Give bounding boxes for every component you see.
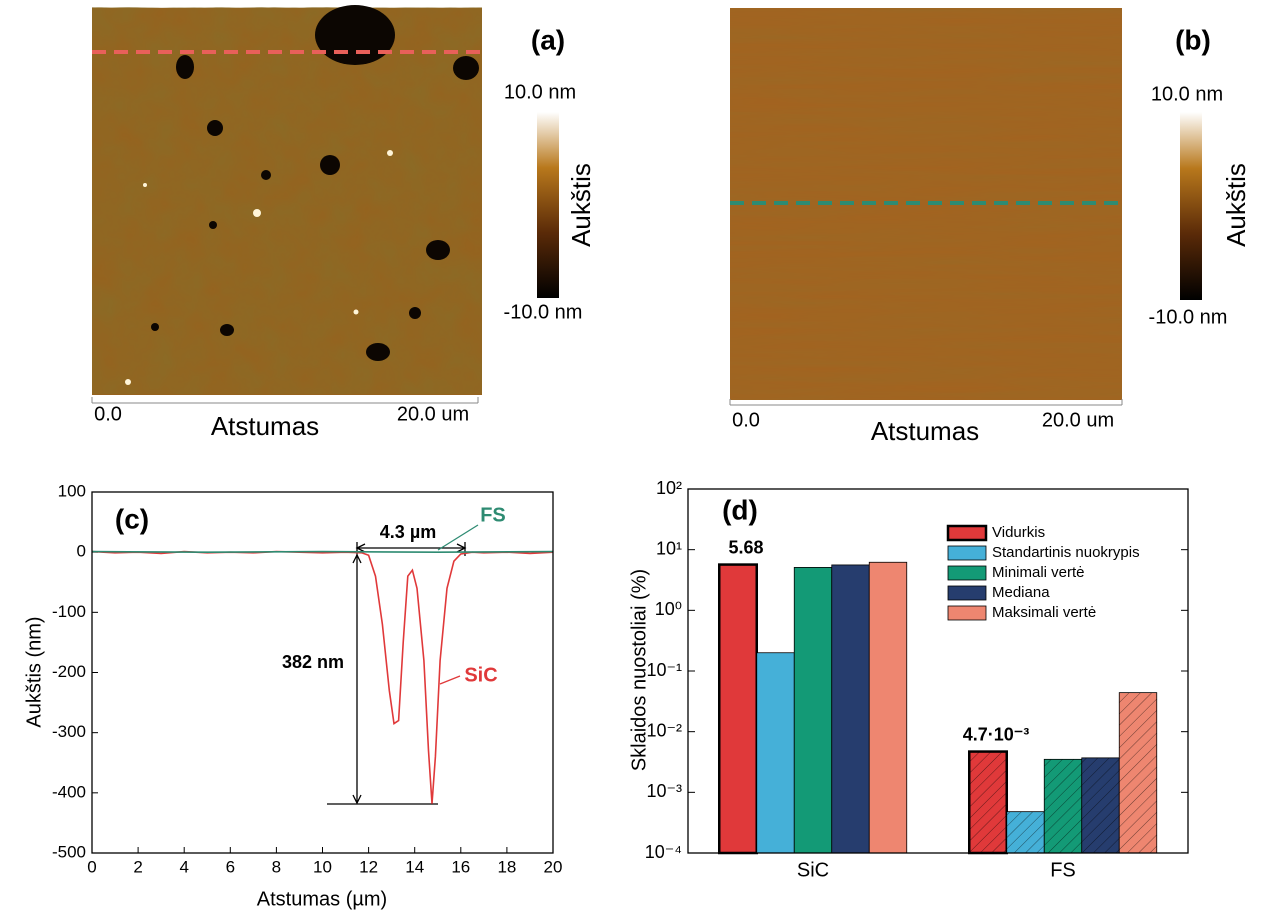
x-tick-label: 2 (133, 857, 142, 876)
legend-swatch (947, 545, 987, 561)
bar-hatch (1119, 692, 1157, 853)
x-tick-label: 4 (179, 857, 188, 876)
legend-swatch (947, 565, 987, 581)
legend-label: Standartinis nuokrypis (992, 544, 1140, 561)
legend-label: Minimali vertė (992, 564, 1085, 581)
afm-image-a (91, 5, 559, 404)
colorbar-label: Aukštis (566, 163, 596, 247)
bar (793, 567, 833, 854)
legend-label: Mediana (992, 584, 1050, 601)
series-label: SiC (464, 664, 497, 686)
x-tick-label: FS (1050, 859, 1076, 881)
y-tick-label: 10⁰ (655, 599, 682, 619)
series-label: FS (480, 504, 506, 526)
bar (831, 564, 870, 854)
y-tick-label: 100 (58, 481, 86, 500)
value-label: 5.68 (728, 537, 763, 557)
bar-hatch (1081, 757, 1120, 853)
series-line (91, 550, 554, 554)
annotation: 382 nm (282, 652, 344, 672)
y-tick-label: 10⁻⁴ (645, 842, 682, 862)
y-tick-label: -400 (52, 782, 86, 801)
plot-frame (687, 488, 1189, 854)
x-label: Atstumas (211, 411, 319, 441)
panel-label: (b) (1175, 24, 1211, 55)
x-tick-label: 14 (405, 857, 424, 876)
bar (868, 561, 908, 854)
afm-image-b (729, 8, 1202, 406)
colorbar-max: 10.0 nm (1151, 83, 1223, 105)
y-axis-label: Aukštis (nm) (23, 616, 45, 727)
x-tick-label: SiC (797, 859, 829, 881)
plot-frame (91, 491, 554, 854)
colorbar-min: -10.0 nm (504, 301, 583, 323)
y-tick-label: -500 (52, 842, 86, 861)
colorbar-max: 10.0 nm (504, 81, 576, 103)
bar-hatch (969, 751, 1007, 853)
dimension-arrows (327, 542, 467, 805)
y-tick-label: -200 (52, 662, 86, 681)
y-axis-label: Sklaidos nuostoliai (%) (628, 569, 650, 771)
x-tick-label: 12 (359, 857, 378, 876)
x-start: 0.0 (732, 409, 760, 431)
x-tick-label: 6 (226, 857, 235, 876)
x-end: 20.0 um (397, 403, 469, 425)
colorbar-label: Aukštis (1221, 163, 1251, 247)
bar (756, 652, 795, 854)
y-tick-label: 0 (77, 542, 86, 561)
x-tick-label: 18 (497, 857, 516, 876)
panel-label: (a) (531, 24, 565, 55)
x-label: Atstumas (871, 416, 979, 446)
x-axis-label: Atstumas (µm) (257, 888, 387, 910)
legend-swatch (947, 585, 987, 601)
legend-label: Vidurkis (992, 524, 1045, 541)
value-label: 4.7·10⁻³ (963, 724, 1030, 744)
x-tick-label: 0 (87, 857, 96, 876)
y-tick-label: 10² (656, 478, 682, 498)
x-tick-label: 16 (451, 857, 470, 876)
annotation: 4.3 µm (380, 522, 436, 542)
label-leader (437, 524, 479, 551)
colorbar-min: -10.0 nm (1149, 306, 1228, 328)
legend-label: Maksimali vertė (992, 604, 1096, 621)
legend-swatch (947, 605, 987, 621)
legend-swatch (946, 524, 988, 542)
bar-hatch (1006, 811, 1045, 853)
x-tick-label: 20 (544, 857, 563, 876)
label-leader (439, 675, 461, 685)
x-tick-label: 8 (272, 857, 281, 876)
panel-label: (d) (722, 494, 758, 525)
bar (718, 563, 758, 855)
y-tick-label: 10⁻¹ (646, 660, 682, 680)
y-tick-label: 10¹ (656, 538, 682, 558)
x-start: 0.0 (94, 403, 122, 425)
panel-label: (c) (115, 503, 149, 534)
x-tick-label: 10 (313, 857, 332, 876)
y-tick-label: 10⁻² (646, 720, 682, 740)
x-end: 20.0 um (1042, 409, 1114, 431)
y-tick-label: -100 (52, 602, 86, 621)
bar-hatch (1044, 759, 1082, 853)
y-tick-label: 10⁻³ (646, 781, 682, 801)
y-tick-label: -300 (52, 722, 86, 741)
